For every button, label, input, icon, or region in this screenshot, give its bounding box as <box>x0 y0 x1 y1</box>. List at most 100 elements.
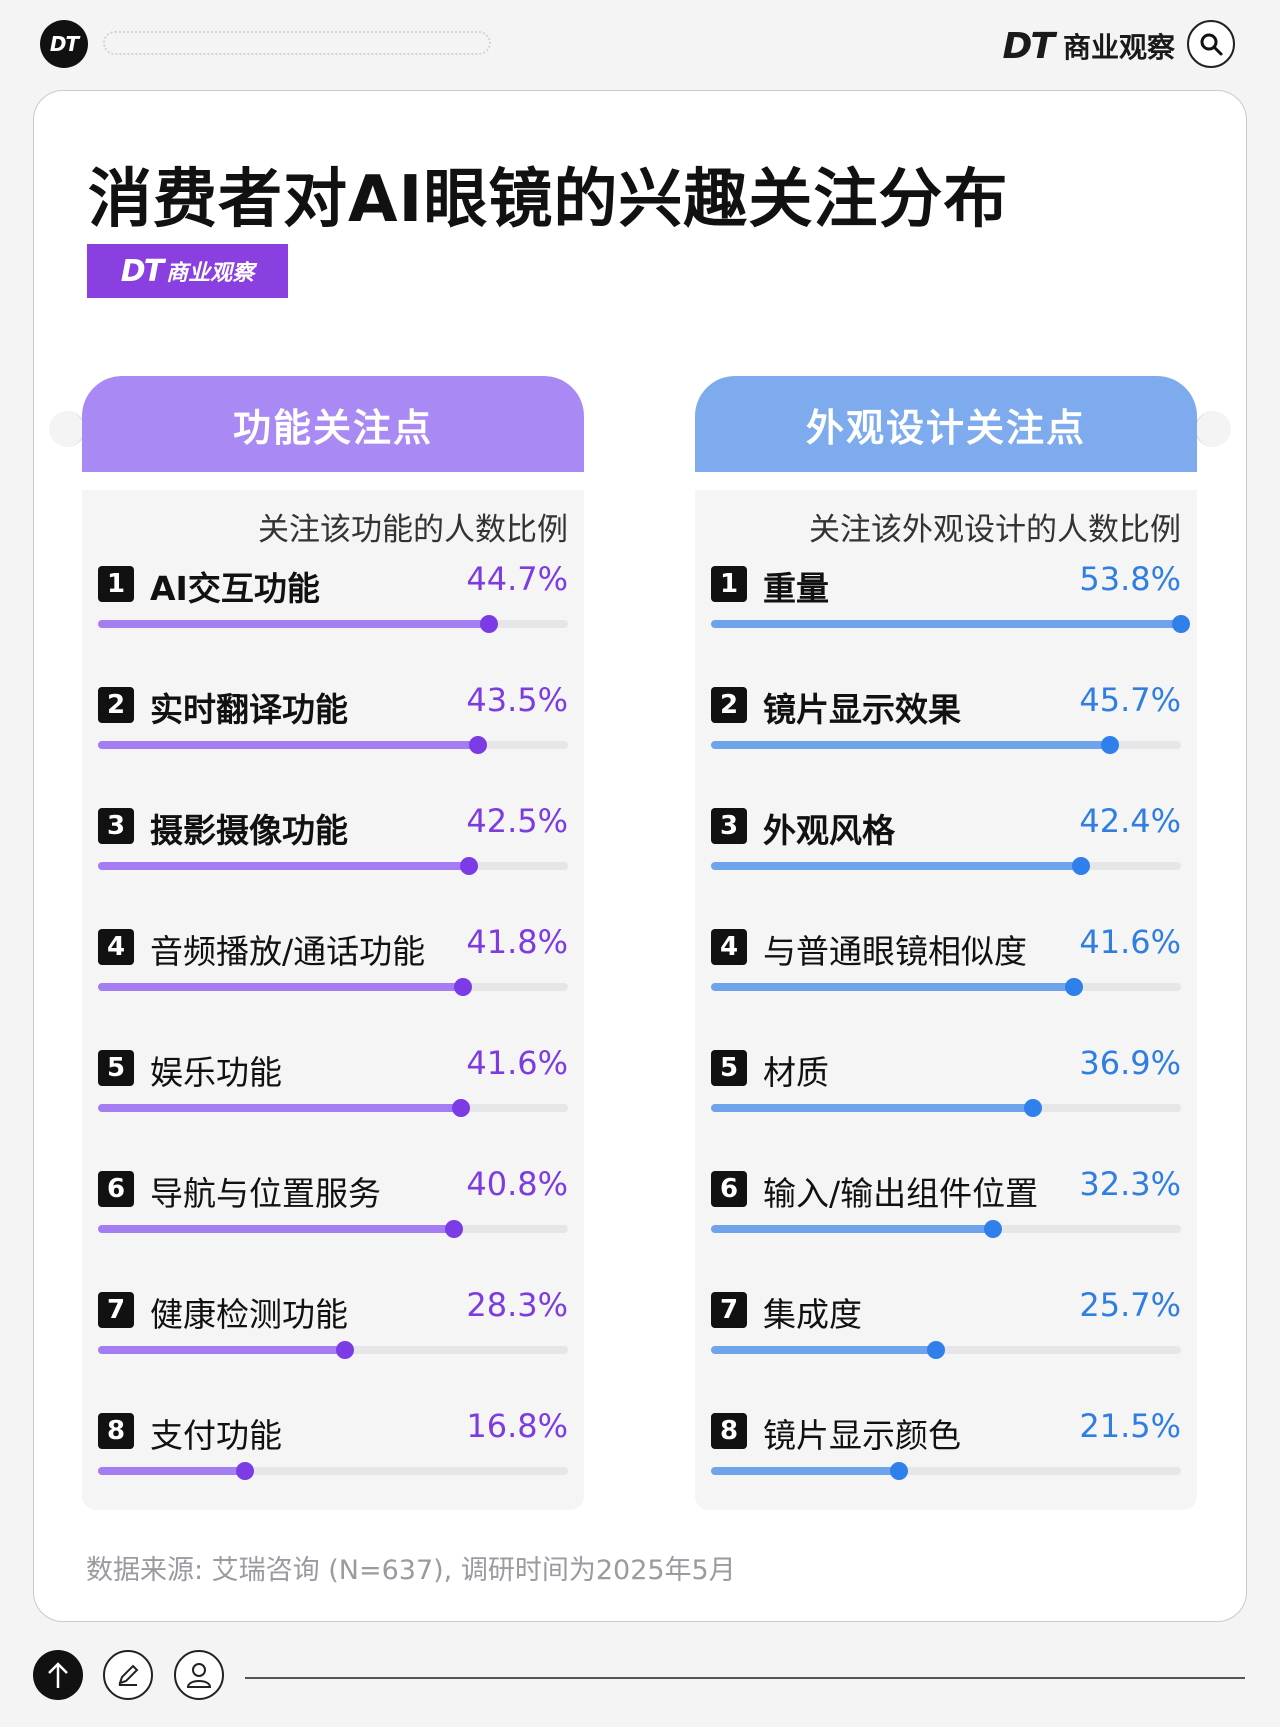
bar-end-dot <box>926 1341 945 1359</box>
bar-end-dot <box>984 1220 1003 1238</box>
bar <box>98 1467 245 1475</box>
bar-value-label: 32.3% <box>1079 1165 1181 1203</box>
bar-label: 镜片显示效果 <box>763 690 961 729</box>
bar-track <box>711 1341 1181 1359</box>
bar-track <box>98 1341 568 1359</box>
bar-track <box>711 857 1181 875</box>
bar-row: 3 外观风格 42.4% <box>711 800 1181 880</box>
bar-row: 8 镜片显示颜色 21.5% <box>711 1405 1181 1485</box>
bar-value-label: 25.7% <box>1079 1286 1181 1324</box>
dt-logo[interactable]: DT <box>40 20 88 68</box>
bar-row: 2 镜片显示效果 45.7% <box>711 679 1181 759</box>
search-input[interactable] <box>103 31 491 55</box>
bar-value-label: 45.7% <box>1079 681 1181 719</box>
bar <box>711 1346 936 1354</box>
bar-end-dot <box>469 736 488 754</box>
bar-track <box>711 736 1181 754</box>
bar-value-label: 16.8% <box>466 1407 568 1445</box>
rank-badge: 2 <box>711 687 747 723</box>
scroll-top-button[interactable] <box>33 1650 83 1700</box>
bottom-bar <box>0 1640 1280 1720</box>
bar <box>98 862 470 870</box>
function-panel: 功能关注点 关注该功能的人数比例 1 AI交互功能 44.7% 2 实时翻译功能 43.5… <box>82 376 584 1510</box>
bar-track <box>711 615 1190 633</box>
rank-badge: 1 <box>98 566 134 602</box>
function-subtitle: 关注该功能的人数比例 <box>258 512 568 548</box>
bar <box>98 741 479 749</box>
bar <box>711 741 1111 749</box>
bar <box>711 1467 899 1475</box>
bar-label: AI交互功能 <box>150 569 320 608</box>
data-source: 数据来源: 艾瑞咨询 (N=637), 调研时间为2025年5月 <box>86 1555 736 1586</box>
bar-value-label: 28.3% <box>466 1286 568 1324</box>
rank-badge: 6 <box>98 1171 134 1207</box>
bar-label: 音频播放/通话功能 <box>150 932 426 971</box>
bar-track <box>711 978 1181 996</box>
bar-value-label: 21.5% <box>1079 1407 1181 1445</box>
brand-name: 商业观察 <box>1062 31 1175 64</box>
brand-logo: DT 商业观察 <box>1002 25 1175 67</box>
edit-button[interactable] <box>103 1650 153 1700</box>
bar-track <box>711 1099 1181 1117</box>
bar <box>711 862 1082 870</box>
bar-track <box>98 978 568 996</box>
function-panel-title: 功能关注点 <box>82 376 584 472</box>
bar-label: 与普通眼镜相似度 <box>763 932 1027 971</box>
bar-row: 1 AI交互功能 44.7% <box>98 558 568 638</box>
bar-value-label: 43.5% <box>466 681 568 719</box>
bar-value-label: 41.6% <box>466 1044 568 1082</box>
rank-badge: 7 <box>98 1292 134 1328</box>
brand-badge: DT 商业观察 <box>87 244 288 298</box>
bar-label: 镜片显示颜色 <box>763 1416 961 1455</box>
bar <box>98 1225 455 1233</box>
design-chart: 关注该外观设计的人数比例 1 重量 53.8% 2 镜片显示效果 45.7% 3 外观风格 42… <box>695 490 1197 1510</box>
bar-row: 3 摄影摄像功能 42.5% <box>98 800 568 880</box>
design-subtitle: 关注该外观设计的人数比例 <box>809 512 1181 548</box>
bar-label: 外观风格 <box>763 811 895 850</box>
bar-row: 1 重量 53.8% <box>711 558 1190 638</box>
function-chart: 关注该功能的人数比例 1 AI交互功能 44.7% 2 实时翻译功能 43.5% 3 摄影摄像… <box>82 490 584 1510</box>
bar-label: 重量 <box>763 569 829 608</box>
bar-value-label: 44.7% <box>466 560 568 598</box>
bar-end-dot <box>460 857 479 875</box>
page-title: 消费者对AI眼镜的兴趣关注分布 <box>88 163 1009 237</box>
bar-label: 导航与位置服务 <box>150 1174 381 1213</box>
rank-badge: 5 <box>98 1050 134 1086</box>
bar-track <box>98 736 568 754</box>
profile-button[interactable] <box>174 1650 224 1700</box>
bar-value-label: 41.8% <box>466 923 568 961</box>
rank-badge: 5 <box>711 1050 747 1086</box>
bar-track <box>98 615 568 633</box>
bar-end-dot <box>1072 857 1091 875</box>
bar-row: 6 输入/输出组件位置 32.3% <box>711 1163 1181 1243</box>
bar-track <box>98 1099 568 1117</box>
bar-row: 7 健康检测功能 28.3% <box>98 1284 568 1364</box>
bar-track <box>98 1462 568 1480</box>
rank-badge: 3 <box>711 808 747 844</box>
bar-label: 材质 <box>763 1053 829 1092</box>
bar-value-label: 36.9% <box>1079 1044 1181 1082</box>
search-button[interactable] <box>1187 20 1235 68</box>
bar <box>711 620 1181 628</box>
bar-end-dot <box>454 978 473 996</box>
bar-end-dot <box>336 1341 355 1359</box>
bar-label: 集成度 <box>763 1295 862 1334</box>
rank-badge: 4 <box>711 929 747 965</box>
bar-value-label: 42.4% <box>1079 802 1181 840</box>
rank-badge: 2 <box>98 687 134 723</box>
bar-track <box>98 1220 568 1238</box>
bar-end-dot <box>1101 736 1120 754</box>
bar-track <box>711 1462 1181 1480</box>
bar-end-dot <box>1024 1099 1043 1117</box>
bar-label: 摄影摄像功能 <box>150 811 348 850</box>
bar-end-dot <box>889 1462 908 1480</box>
bar-value-label: 41.6% <box>1079 923 1181 961</box>
bar-row: 5 娱乐功能 41.6% <box>98 1042 568 1122</box>
bar-end-dot <box>1172 615 1190 633</box>
bar-row: 4 音频播放/通话功能 41.8% <box>98 921 568 1001</box>
bar <box>711 1104 1034 1112</box>
top-bar: DT DT 商业观察 <box>0 0 1280 90</box>
pencil-icon <box>118 1664 139 1686</box>
brand-logo-mark: DT <box>1002 25 1055 67</box>
rank-badge: 8 <box>98 1413 134 1449</box>
